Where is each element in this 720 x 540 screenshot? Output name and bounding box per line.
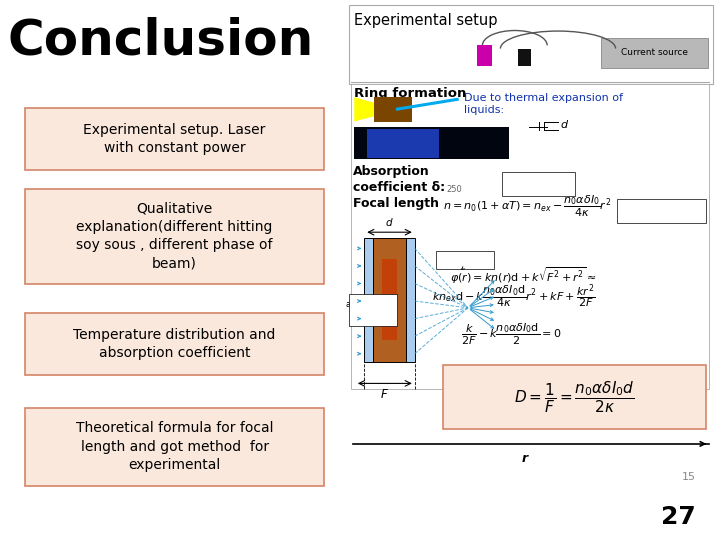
Text: coefficient of
thermal conductivity: coefficient of thermal conductivity [625,205,698,218]
FancyBboxPatch shape [349,294,397,326]
Bar [601,38,708,68]
Text: Experimental setup: Experimental setup [354,14,498,29]
Bar [373,238,406,362]
Text: Absorption
coefficient δ:
Focal length: Absorption coefficient δ: Focal length [353,165,445,210]
Text: $\varphi(r) = kn(r)\mathrm{d} + k\sqrt{F^2 + r^2} \approx$: $\varphi(r) = kn(r)\mathrm{d} + k\sqrt{F… [450,265,597,286]
Text: Temperature distribution and
absorption coefficient: Temperature distribution and absorption … [73,328,276,361]
Bar [367,129,439,158]
Text: $kn_{ex}\mathrm{d} - k\dfrac{n_0\alpha\delta I_0\mathrm{d}}{4\kappa}r^2 + kF + \: $kn_{ex}\mathrm{d} - k\dfrac{n_0\alpha\d… [432,283,595,311]
Text: Conclusion: Conclusion [7,16,313,64]
Text: all rays in one
phase: all rays in one phase [346,300,400,320]
FancyBboxPatch shape [617,199,706,223]
Text: 250: 250 [446,185,462,193]
Polygon shape [354,97,400,122]
FancyBboxPatch shape [25,408,324,486]
FancyBboxPatch shape [436,251,494,269]
Bar [406,238,415,362]
Bar [382,259,397,340]
Text: F: F [380,388,387,401]
Bar [518,49,531,66]
Bar [354,127,509,159]
Text: Due to thermal expansion of
liquids:: Due to thermal expansion of liquids: [464,93,624,115]
Text: d: d [385,218,392,228]
FancyBboxPatch shape [443,364,706,429]
Bar [364,238,373,362]
FancyBboxPatch shape [25,313,324,375]
Bar [349,5,713,84]
Text: $\dfrac{k}{2F} - k\dfrac{n_0\alpha\delta I_0\mathrm{d}}{2} = 0$: $\dfrac{k}{2F} - k\dfrac{n_0\alpha\delta… [461,322,561,347]
Text: Current source: Current source [621,48,688,57]
Text: Theoretical formula for focal
length and got method  for
experimental: Theoretical formula for focal length and… [76,421,274,472]
Text: $D = \dfrac{1}{F} = \dfrac{n_0\alpha\delta I_0 d}{2\kappa}$: $D = \dfrac{1}{F} = \dfrac{n_0\alpha\del… [514,379,635,415]
Text: $\boldsymbol{r}$: $\boldsymbol{r}$ [521,452,530,465]
Text: Wave vector: Wave vector [438,255,490,264]
Bar [374,97,412,122]
Text: Ring formation: Ring formation [354,87,467,100]
FancyBboxPatch shape [25,189,324,284]
Bar [351,84,709,389]
FancyBboxPatch shape [25,108,324,170]
Bar [477,45,492,66]
Text: d: d [560,120,567,130]
Text: 27: 27 [661,505,696,529]
FancyBboxPatch shape [502,172,575,196]
Text: 15: 15 [682,472,696,483]
Text: $n = n_0(1 + \alpha T) = n_{ex} - \dfrac{n_0\alpha\delta I_0}{4\kappa}r^2$: $n = n_0(1 + \alpha T) = n_{ex} - \dfrac… [443,194,611,219]
Text: Qualitative
explanation(different hitting
soy sous , different phase of
beam): Qualitative explanation(different hittin… [76,201,273,271]
Text: Experimental setup. Laser
with constant power: Experimental setup. Laser with constant … [84,123,266,155]
Text: Refractive index
without heating: Refractive index without heating [508,174,570,194]
